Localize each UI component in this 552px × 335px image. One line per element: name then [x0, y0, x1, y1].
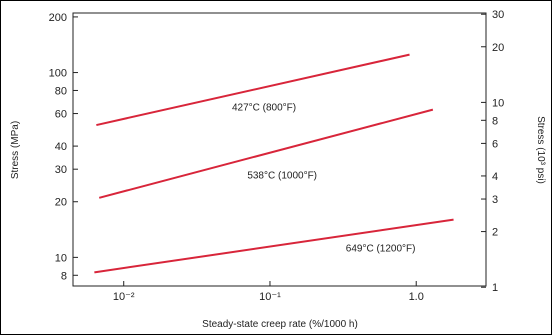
- x-axis-label: Steady-state creep rate (%/1000 h): [202, 319, 358, 330]
- y2-tick-label: 3: [492, 194, 498, 206]
- right-axis-ticks: 1 2 3 4 6 8 10 20 30: [481, 9, 504, 294]
- y2-tick-label: 30: [492, 9, 504, 21]
- y-tick-label: 8: [61, 270, 67, 282]
- plot-area: [72, 12, 487, 287]
- y-tick-label: 60: [55, 109, 67, 121]
- y-axis-label: Stress (MPa): [10, 121, 21, 179]
- y-tick-label: 40: [55, 141, 67, 153]
- y2-tick-label: 10: [492, 97, 504, 109]
- y-tick-label: 80: [55, 85, 67, 97]
- y-tick-label: 30: [55, 164, 67, 176]
- series-lines: [94, 53, 454, 274]
- x-tick-label: 10⁻²: [113, 291, 135, 303]
- series-label: 427°C (800°F): [232, 103, 296, 114]
- y2-tick-label: 2: [492, 227, 498, 239]
- series-line: [94, 218, 454, 274]
- y2-tick-label: 1: [492, 282, 498, 294]
- y2-tick-label: 20: [492, 42, 504, 54]
- series-label: 538°C (1000°F): [247, 171, 317, 182]
- series-labels: 427°C (800°F) 538°C (1000°F) 649°C (1200°F…: [232, 103, 416, 255]
- x-axis-ticks: 10⁻² 10⁻¹ 1.0: [113, 281, 424, 303]
- y-tick-label: 20: [55, 197, 67, 209]
- y2-tick-label: 8: [492, 115, 498, 127]
- series-label: 649°C (1200°F): [346, 243, 416, 254]
- y-tick-label: 10: [55, 252, 67, 264]
- y-tick-label: 100: [49, 68, 67, 80]
- y2-tick-label: 6: [492, 138, 498, 150]
- left-axis-ticks: 8 10 20 30 40 60 80 100 200: [49, 12, 78, 282]
- series-line: [98, 108, 434, 199]
- y2-axis-label: Stress (10³ psi): [535, 116, 546, 184]
- y-tick-label: 200: [49, 12, 67, 24]
- series-line: [96, 53, 410, 127]
- y2-tick-label: 4: [492, 171, 498, 183]
- x-tick-label: 10⁻¹: [259, 291, 281, 303]
- x-tick-label: 1.0: [409, 291, 424, 303]
